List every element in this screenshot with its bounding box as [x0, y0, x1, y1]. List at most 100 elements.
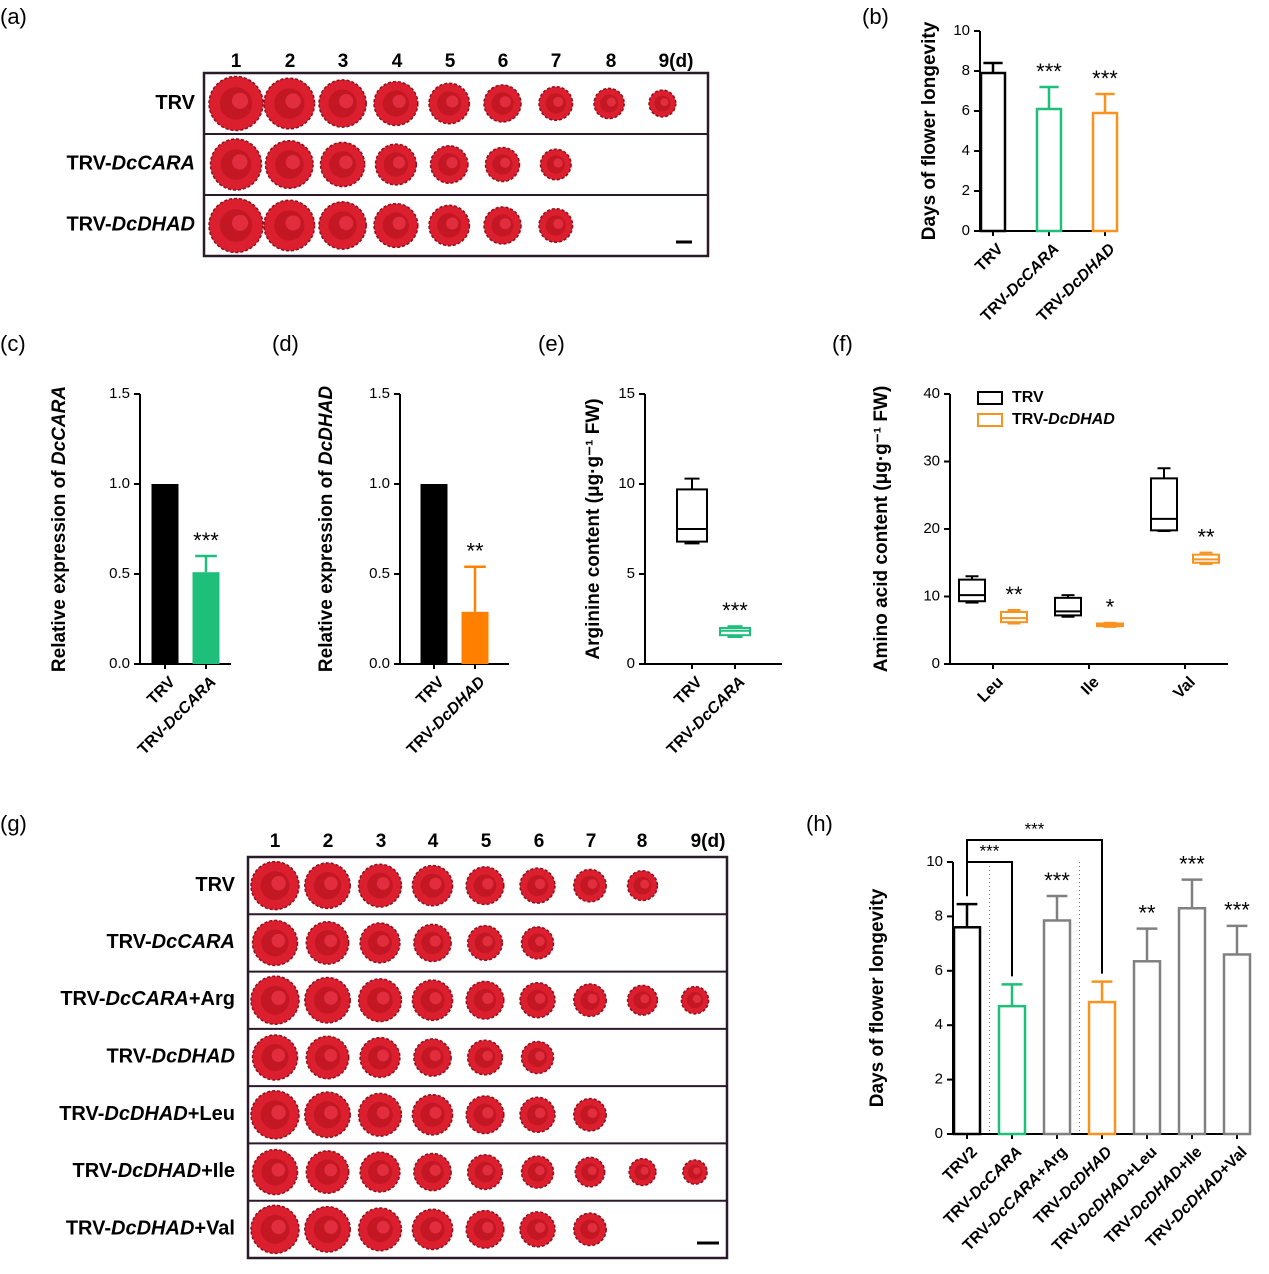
y-tick-label: 0.5 [369, 565, 390, 582]
box [958, 578, 986, 603]
flower-inner [324, 1163, 338, 1177]
flower-inner [587, 879, 598, 889]
y-tick-label: 1.0 [109, 475, 130, 492]
bar [1177, 906, 1207, 1136]
flower-inner [640, 1166, 649, 1175]
flower-inner [271, 933, 286, 948]
flower-inner [324, 876, 338, 891]
significance-label: *** [1044, 868, 1070, 893]
row-label: TRV-DcDHAD [66, 214, 195, 236]
y-tick-label: 0.0 [369, 655, 390, 672]
flower-inner [587, 1166, 597, 1176]
y-axis-title: Amino acid content (μg·g⁻¹ FW) [871, 386, 892, 673]
significance-label: * [1106, 595, 1115, 620]
flower-inner [660, 98, 669, 107]
flower-inner [446, 157, 458, 169]
legend-label: TRV [1012, 389, 1044, 406]
flower-inner [377, 1164, 389, 1177]
label-part: TRV- [73, 1160, 118, 1182]
bar [979, 71, 1007, 233]
bar [952, 926, 982, 1136]
y-tick-label: 40 [923, 385, 940, 402]
day-header: 9(d) [659, 51, 694, 72]
box [1150, 477, 1178, 532]
y-tick-label: 8 [962, 62, 970, 79]
day-header: 4 [428, 831, 439, 852]
flower-inner [482, 1050, 493, 1061]
flower-inner [429, 935, 441, 947]
flower-inner [429, 1050, 441, 1062]
x-tick-label: Leu [975, 674, 1007, 706]
y-tick-label: 30 [923, 452, 940, 469]
label-part: +Ile [201, 1160, 235, 1182]
flower-inner [553, 96, 564, 107]
flower-inner [232, 154, 248, 170]
x-tick-label: TRV [671, 674, 706, 709]
flower-inner [377, 934, 389, 947]
y-tick-label: 0 [962, 222, 970, 239]
y-axis-title: Relative expression of DcDHAD [316, 386, 337, 672]
bar [1091, 111, 1119, 233]
flower-inner [231, 214, 249, 231]
row-label: TRV-DcDHAD [106, 1046, 235, 1068]
flower-inner [534, 1222, 546, 1233]
gene-name: DcCARA [106, 988, 189, 1010]
row-label: TRV-DcCARA [66, 153, 195, 175]
flower-inner [324, 1049, 338, 1062]
flower-inner [534, 878, 546, 890]
label-part: TRV- [59, 1103, 104, 1125]
flower-inner [324, 1105, 338, 1120]
flower-inner [535, 1051, 545, 1061]
flower-inner [535, 936, 545, 947]
bar [1035, 107, 1063, 233]
y-tick-label: 0 [932, 655, 940, 672]
day-header: 7 [551, 51, 562, 72]
gene-name: DcDHAD [316, 386, 337, 465]
y-axis-title: Arginine content (μg·g⁻¹ FW) [583, 398, 604, 659]
y-tick-label: 6 [962, 102, 970, 119]
flower-inner [285, 154, 301, 170]
y-tick-label: 0.5 [109, 565, 130, 582]
gene-name: DcDHAD [1048, 411, 1115, 428]
flower-inner [429, 1164, 441, 1176]
flower-inner [429, 1106, 442, 1119]
flower-inner [324, 991, 338, 1005]
row-label: TRV-DcDHAD+Val [66, 1218, 235, 1240]
y-tick-label: 2 [962, 182, 970, 199]
y-tick-label: 6 [935, 962, 943, 979]
x-tick-label: Ile [1078, 674, 1103, 699]
panel-label: (a) [0, 4, 27, 29]
y-tick-label: 5 [627, 565, 635, 582]
bar [1222, 953, 1252, 1136]
panel-label: (c) [0, 331, 26, 356]
flower-inner [271, 1163, 286, 1177]
flower-inner [271, 1048, 286, 1062]
flower-inner [392, 216, 406, 230]
bar [151, 484, 179, 664]
y-tick-label: 1.0 [369, 475, 390, 492]
y-tick-label: 20 [923, 520, 940, 537]
flower-inner [324, 1220, 338, 1234]
day-header: 6 [498, 51, 509, 72]
panel-label: (f) [832, 331, 853, 356]
day-header: 1 [270, 831, 281, 852]
flower-inner [271, 876, 286, 891]
flower-inner [339, 216, 354, 231]
significance-label: ** [1197, 524, 1215, 549]
panel-label: (d) [272, 331, 299, 356]
day-header: 7 [586, 831, 597, 852]
significance-bracket [966, 839, 1103, 974]
flower-inner [482, 1165, 493, 1176]
day-header: 1 [231, 51, 242, 72]
x-tick-label: TRV2 [940, 1144, 981, 1185]
flower-inner [446, 217, 459, 230]
day-header: 6 [534, 831, 545, 852]
row-label: TRV-DcDHAD+Ile [73, 1160, 235, 1182]
label-part: +Arg [1033, 1144, 1071, 1182]
flower-inner [392, 156, 406, 169]
label-part: TRV- [1012, 411, 1048, 428]
y-tick-label: 10 [923, 587, 940, 604]
label-part: TRV- [106, 1046, 151, 1068]
y-axis-title: Days of flower longevity [867, 888, 888, 1107]
